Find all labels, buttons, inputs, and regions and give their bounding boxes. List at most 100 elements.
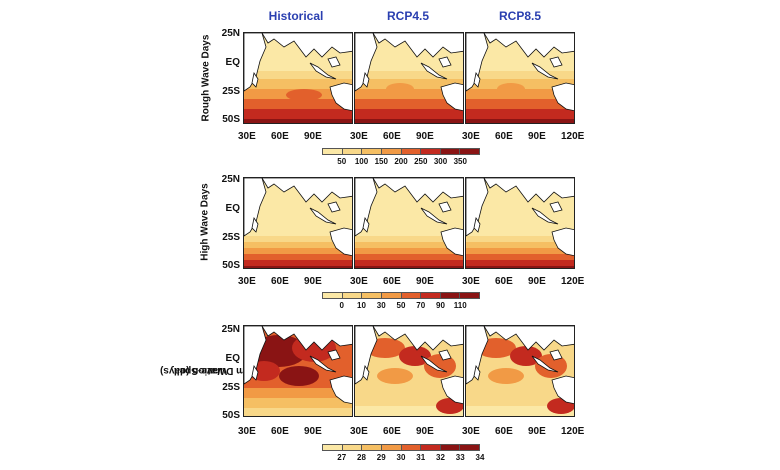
colorbar-tick-label: 0 xyxy=(339,301,344,310)
field-band xyxy=(244,248,352,254)
landmass xyxy=(244,326,267,385)
colorbar-segment xyxy=(460,445,479,450)
colorbar-segment xyxy=(362,445,382,450)
field-band xyxy=(355,71,463,79)
field-blob xyxy=(377,368,413,384)
field-band xyxy=(355,99,463,109)
landmass xyxy=(466,326,489,385)
field-band xyxy=(355,89,463,99)
colorbar-segment xyxy=(421,149,441,154)
colorbar-segment xyxy=(381,293,402,298)
landmass xyxy=(309,62,337,80)
landmass xyxy=(483,326,574,351)
map-panel-high-rcp45 xyxy=(354,177,464,269)
landmass xyxy=(244,178,267,237)
lon-label: 60E xyxy=(271,276,289,287)
landmass xyxy=(261,33,352,58)
landmass xyxy=(549,201,563,213)
column-title-rcp85: RCP8.5 xyxy=(498,9,542,23)
colorbar-tick-label: 32 xyxy=(436,453,445,462)
field-band xyxy=(355,236,463,242)
lat-label: 25S xyxy=(222,232,240,243)
column-title-historical: Historical xyxy=(268,9,324,23)
landmass xyxy=(420,355,448,373)
lon-label: 90E xyxy=(416,276,434,287)
colorbar-segment xyxy=(362,149,382,154)
landmass xyxy=(362,71,370,88)
field-band xyxy=(244,388,352,398)
colorbar-tick-label: 34 xyxy=(475,453,485,462)
colorbar-tick-label: 200 xyxy=(394,157,408,166)
field-blob xyxy=(497,83,525,95)
row-label-rough-wave-days: Rough Wave Days xyxy=(200,34,211,122)
field-band xyxy=(466,254,574,260)
lat-label: 50S xyxy=(222,260,240,271)
field-band xyxy=(466,79,574,89)
colorbar-segment xyxy=(342,445,363,450)
colorbar-segment xyxy=(323,149,343,154)
lon-label: 60E xyxy=(271,131,289,142)
field-band xyxy=(244,408,352,416)
colorbar-tick-label: 50 xyxy=(337,157,347,166)
lon-label: 90E xyxy=(416,131,434,142)
landmass xyxy=(551,375,574,405)
lon-label: 90E xyxy=(528,131,546,142)
landmass xyxy=(329,82,352,112)
lon-label: 90E xyxy=(304,426,322,437)
map-panel-rough-rcp45 xyxy=(354,32,464,124)
lon-label: 90E xyxy=(528,276,546,287)
lat-label: 25N xyxy=(221,28,240,39)
field-blob xyxy=(279,366,319,386)
lon-label: 30E xyxy=(238,131,256,142)
colorbar-tick-label: 70 xyxy=(416,301,426,310)
colorbar-segment xyxy=(440,149,461,154)
colorbar-segment xyxy=(381,445,402,450)
landmass xyxy=(327,349,341,361)
lon-label: 30E xyxy=(462,276,480,287)
landmass xyxy=(261,178,352,203)
landmass xyxy=(355,33,378,92)
colorbar-tick-label: 27 xyxy=(337,453,347,462)
field-band xyxy=(466,236,574,242)
field-band xyxy=(355,406,463,416)
map-panel-storm-rcp85 xyxy=(465,325,575,417)
field-band xyxy=(355,109,463,119)
field-band xyxy=(466,71,574,79)
lon-label: 90E xyxy=(304,276,322,287)
lat-label: 25S xyxy=(222,382,240,393)
field-band xyxy=(355,266,463,268)
lat-label: 50S xyxy=(222,410,240,421)
colorbar-tick-label: 250 xyxy=(414,157,428,166)
lon-label: 60E xyxy=(495,426,513,437)
colorbar-segment xyxy=(342,293,363,298)
lon-label: 30E xyxy=(238,276,256,287)
landmass xyxy=(438,349,452,361)
colorbar-storm-duration xyxy=(322,444,480,451)
field-band xyxy=(355,242,463,248)
colorbar-tick-label: 10 xyxy=(357,301,366,310)
landmass xyxy=(372,178,463,203)
colorbar-tick-label: 50 xyxy=(396,301,406,310)
lat-label: EQ xyxy=(225,57,240,68)
lat-label: 25N xyxy=(221,174,240,185)
field-band xyxy=(355,79,463,89)
field-blob xyxy=(286,89,322,101)
colorbar-tick-label: 31 xyxy=(416,453,426,462)
field-band xyxy=(466,99,574,109)
landmass xyxy=(440,227,463,257)
map-panel-rough-rcp85 xyxy=(465,32,575,124)
landmass xyxy=(473,71,481,88)
field-band xyxy=(466,266,574,268)
landmass xyxy=(329,375,352,405)
field-blob xyxy=(386,83,414,95)
map-panel-storm-rcp45 xyxy=(354,325,464,417)
landmass xyxy=(483,178,574,203)
field-blob xyxy=(510,346,542,366)
colorbar-tick-label: 29 xyxy=(376,453,386,462)
colorbar-segment xyxy=(440,445,461,450)
field-band xyxy=(466,119,574,123)
landmass xyxy=(244,33,267,92)
lon-label: 30E xyxy=(462,131,480,142)
field-blob xyxy=(424,354,456,378)
landmass xyxy=(251,364,259,381)
